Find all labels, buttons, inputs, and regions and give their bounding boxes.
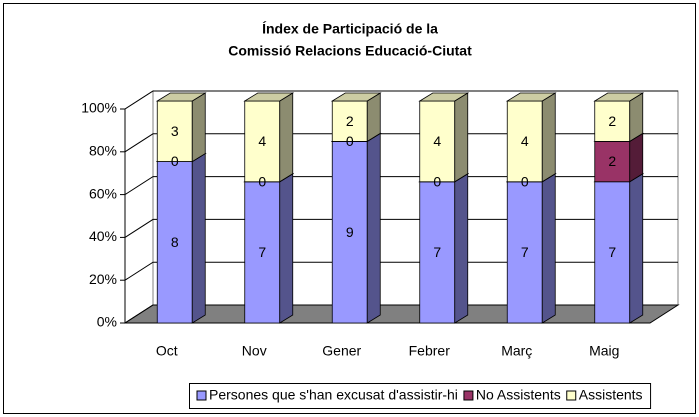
legend-label: No Assistents <box>476 387 561 403</box>
data-label: 0 <box>521 173 529 189</box>
data-label: 7 <box>608 244 616 260</box>
bar-segment <box>243 92 295 183</box>
y-tick-label: 80% <box>89 143 117 159</box>
data-label: 8 <box>171 234 179 250</box>
bar-side <box>279 92 294 183</box>
bar-top <box>505 92 557 102</box>
grid-line <box>124 218 678 238</box>
bar-segment <box>330 132 382 324</box>
bar-side <box>454 173 469 324</box>
data-label: 0 <box>171 153 179 169</box>
data-label: 7 <box>521 244 529 260</box>
bar-side <box>629 173 644 324</box>
chart-title: Índex de Participació de la <box>262 21 438 37</box>
bar-top <box>243 92 295 102</box>
grid-line <box>124 261 678 281</box>
legend-swatch <box>463 390 474 401</box>
grid-line <box>124 133 678 153</box>
chart-title: Comissió Relacions Educació-Ciutat <box>228 43 472 59</box>
bar-segment <box>505 173 557 324</box>
bar-top <box>330 92 382 102</box>
grid-line <box>124 90 678 110</box>
grid-line <box>124 304 678 324</box>
legend-swatch <box>566 390 577 401</box>
bar-segment <box>418 92 470 183</box>
bar-side <box>279 173 294 324</box>
data-label: 2 <box>346 113 354 129</box>
y-tick-label: 100% <box>81 100 117 116</box>
legend-label: Assistents <box>579 387 643 403</box>
bar-segment <box>505 92 557 183</box>
bar-segment <box>593 173 645 324</box>
side-wall <box>124 90 154 324</box>
data-label: 7 <box>433 244 441 260</box>
y-tick-label: 0% <box>97 314 117 330</box>
grid-line <box>124 176 678 196</box>
bar-segment <box>330 92 382 143</box>
bar-segment <box>155 92 207 163</box>
data-label: 4 <box>258 133 266 149</box>
data-label: 4 <box>521 133 529 149</box>
x-tick-label: Febrer <box>409 343 451 359</box>
bar-segment <box>243 173 295 324</box>
x-tick-label: Març <box>501 343 532 359</box>
data-label: 7 <box>258 244 266 260</box>
data-label: 0 <box>346 133 354 149</box>
legend-label: Persones que s'han excusat d'assistir-hi <box>209 387 458 403</box>
data-label: 0 <box>258 173 266 189</box>
data-label: 0 <box>433 173 441 189</box>
x-tick-label: Nov <box>242 343 267 359</box>
x-tick-label: Gener <box>322 343 361 359</box>
bar-segment <box>155 152 207 324</box>
bar-top <box>593 92 645 102</box>
data-label: 3 <box>171 123 179 139</box>
x-tick-label: Oct <box>156 343 178 359</box>
bar-side <box>191 92 206 163</box>
y-tick-label: 20% <box>89 271 117 287</box>
data-label: 4 <box>433 133 441 149</box>
data-label: 2 <box>608 153 616 169</box>
bar-side <box>541 173 556 324</box>
y-tick-label: 60% <box>89 185 117 201</box>
data-label: 2 <box>608 113 616 129</box>
x-tick-label: Maig <box>589 343 619 359</box>
bar-segment <box>418 173 470 324</box>
bar-side <box>366 132 381 324</box>
legend-swatch <box>196 390 207 401</box>
bar-side <box>191 152 206 324</box>
bar-side <box>454 92 469 183</box>
bar-top <box>418 92 470 102</box>
bar-segment <box>593 92 645 143</box>
bar-top <box>155 92 207 102</box>
data-label: 9 <box>346 224 354 240</box>
y-tick-label: 40% <box>89 228 117 244</box>
bar-side <box>541 92 556 183</box>
